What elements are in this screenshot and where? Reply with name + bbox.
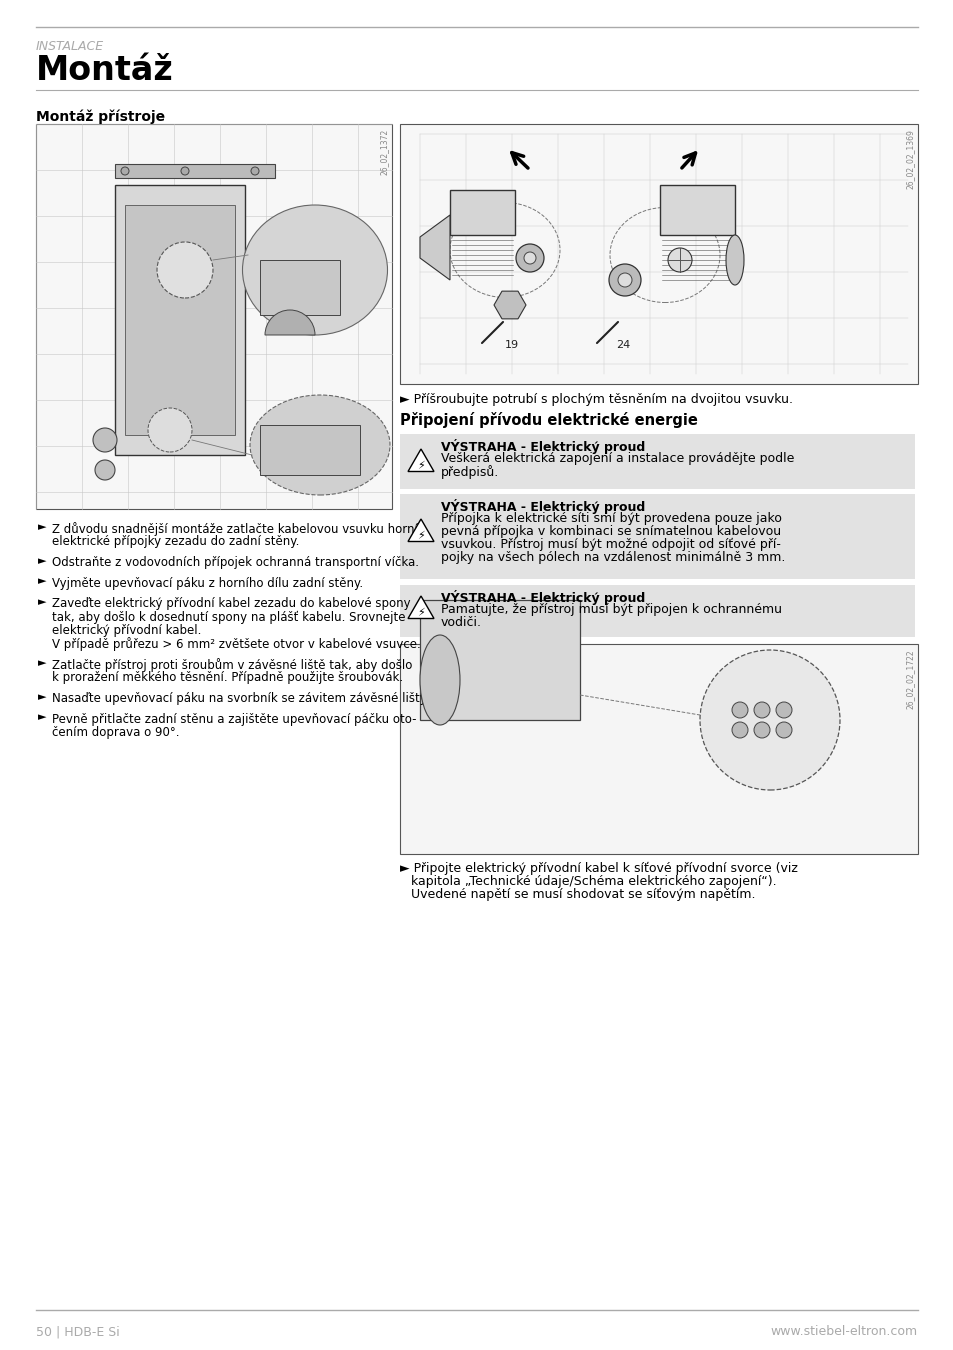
Circle shape: [157, 242, 213, 298]
Text: vodiči.: vodiči.: [440, 616, 481, 629]
Circle shape: [753, 702, 769, 718]
Circle shape: [516, 244, 543, 271]
Circle shape: [148, 408, 192, 452]
Text: kapitola „Technické údaje/Schéma elektrického zapojení“).: kapitola „Technické údaje/Schéma elektri…: [411, 875, 776, 888]
Text: Montáž přístroje: Montáž přístroje: [36, 109, 165, 124]
Text: Přípojka k elektrické síti smí být provedena pouze jako: Přípojka k elektrické síti smí být prove…: [440, 512, 781, 525]
Text: k proražení měkkého těsnění. Případně použijte šroubovák.: k proražení měkkého těsnění. Případně po…: [52, 671, 403, 684]
Text: www.stiebel-eltron.com: www.stiebel-eltron.com: [770, 1324, 917, 1338]
Bar: [115, 185, 245, 455]
Bar: [115, 163, 274, 178]
Text: ►: ►: [38, 556, 47, 566]
Text: Zatlačte přístroj proti šroubům v závěsné liště tak, aby došlo: Zatlačte přístroj proti šroubům v závěsn…: [52, 657, 412, 672]
Ellipse shape: [242, 205, 387, 335]
Text: VÝSTRAHA - Elektrický proud: VÝSTRAHA - Elektrický proud: [440, 439, 644, 454]
Bar: [399, 433, 914, 489]
Text: Montáž: Montáž: [36, 54, 173, 86]
Text: ►: ►: [38, 693, 47, 702]
Ellipse shape: [725, 235, 743, 285]
Text: ► Příšroubujte potrubí s plochým těsněním na dvojitou vsuvku.: ► Příšroubujte potrubí s plochým těsnění…: [399, 393, 792, 406]
Bar: [125, 205, 234, 435]
Circle shape: [775, 702, 791, 718]
Text: Pamatujte, že přístroj musí být připojen k ochrannému: Pamatujte, že přístroj musí být připojen…: [440, 603, 781, 616]
Circle shape: [95, 460, 115, 481]
Circle shape: [700, 649, 840, 790]
Circle shape: [181, 167, 189, 176]
Text: ►: ►: [38, 657, 47, 668]
Bar: [659, 185, 734, 235]
Text: ⚡: ⚡: [416, 460, 424, 471]
Text: 26_02_02_1369: 26_02_02_1369: [905, 130, 914, 189]
Ellipse shape: [419, 634, 459, 725]
Text: ► Připojte elektrický přívodní kabel k síťové přívodní svorce (viz: ► Připojte elektrický přívodní kabel k s…: [399, 863, 797, 875]
Circle shape: [775, 722, 791, 738]
Polygon shape: [419, 215, 450, 279]
Text: 50 | HDB-E Si: 50 | HDB-E Si: [36, 1324, 120, 1338]
Bar: [399, 585, 914, 637]
Bar: [36, 124, 392, 509]
Text: předpisů.: předpisů.: [440, 464, 498, 479]
Text: elektrické přípojky zezadu do zadní stěny.: elektrické přípojky zezadu do zadní stěn…: [52, 536, 299, 548]
Text: 26_02_1372: 26_02_1372: [379, 130, 389, 176]
Polygon shape: [494, 292, 525, 319]
Text: ⚡: ⚡: [416, 531, 424, 541]
Text: tak, aby došlo k dosednutí spony na plášť kabelu. Srovnejte: tak, aby došlo k dosednutí spony na pláš…: [52, 610, 405, 624]
Text: Nasaďte upevňovací páku na svorbník se závitem závěsné lišty.: Nasaďte upevňovací páku na svorbník se z…: [52, 693, 429, 705]
Text: VÝSTRAHA - Elektrický proud: VÝSTRAHA - Elektrický proud: [440, 500, 644, 514]
Bar: [260, 261, 339, 315]
Circle shape: [121, 167, 129, 176]
Text: 24: 24: [616, 340, 630, 350]
Text: elektrický přívodní kabel.: elektrický přívodní kabel.: [52, 624, 201, 637]
Text: čením doprava o 90°.: čením doprava o 90°.: [52, 726, 179, 738]
Text: ►: ►: [38, 522, 47, 532]
Text: INSTALACE: INSTALACE: [36, 40, 104, 53]
Bar: [260, 425, 359, 475]
Text: Z důvodu snadnější montáže zatlačte kabelovou vsuvku horní: Z důvodu snadnější montáže zatlačte kabe…: [52, 522, 417, 536]
Text: 19: 19: [504, 340, 518, 350]
Text: Odstraňte z vodovodních přípojek ochranná transportní víčka.: Odstraňte z vodovodních přípojek ochrann…: [52, 556, 418, 568]
Text: V případě průřezu > 6 mm² zvětšete otvor v kabelové vsuvce.: V případě průřezu > 6 mm² zvětšete otvor…: [52, 637, 420, 652]
Circle shape: [753, 722, 769, 738]
Ellipse shape: [250, 396, 390, 495]
Text: pojky na všech pólech na vzdálenost minimálně 3 mm.: pojky na všech pólech na vzdálenost mini…: [440, 551, 784, 564]
Text: Zaveďte elektrický přívodní kabel zezadu do kabelové spony: Zaveďte elektrický přívodní kabel zezadu…: [52, 597, 410, 610]
Bar: [399, 124, 917, 383]
Circle shape: [618, 273, 631, 288]
Bar: [450, 190, 515, 235]
Text: ►: ►: [38, 576, 47, 586]
Circle shape: [92, 428, 117, 452]
Text: vsuvkou. Přístroj musí být možné odpojit od síťové pří-: vsuvkou. Přístroj musí být možné odpojit…: [440, 539, 781, 551]
Text: pevná přípojka v kombinaci se snímatelnou kabelovou: pevná přípojka v kombinaci se snímatelno…: [440, 525, 781, 539]
Wedge shape: [265, 310, 314, 335]
Text: VÝSTRAHA - Elektrický proud: VÝSTRAHA - Elektrický proud: [440, 590, 644, 605]
Text: 26_02_02_1722: 26_02_02_1722: [905, 649, 914, 709]
Text: Vyjměte upevňovací páku z horního dílu zadní stěny.: Vyjměte upevňovací páku z horního dílu z…: [52, 576, 363, 590]
Text: Uvedené napětí se musí shodovat se síťovým napětím.: Uvedené napětí se musí shodovat se síťov…: [411, 888, 755, 902]
Text: ►: ►: [38, 713, 47, 722]
Circle shape: [251, 167, 258, 176]
Circle shape: [731, 702, 747, 718]
Circle shape: [608, 265, 640, 296]
Circle shape: [731, 722, 747, 738]
Text: Veškerá elektrická zapojení a instalace provádějte podle: Veškerá elektrická zapojení a instalace …: [440, 452, 794, 464]
Text: ⚡: ⚡: [416, 608, 424, 618]
Text: Pevně přitlačte zadní stěnu a zajištěte upevňovací páčku oto-: Pevně přitlačte zadní stěnu a zajištěte …: [52, 713, 416, 725]
Bar: [399, 644, 917, 855]
Circle shape: [667, 248, 691, 271]
Bar: [419, 599, 579, 720]
Text: Připojení přívodu elektrické energie: Připojení přívodu elektrické energie: [399, 412, 698, 428]
Bar: [399, 494, 914, 579]
Text: ►: ►: [38, 597, 47, 608]
Circle shape: [523, 252, 536, 265]
